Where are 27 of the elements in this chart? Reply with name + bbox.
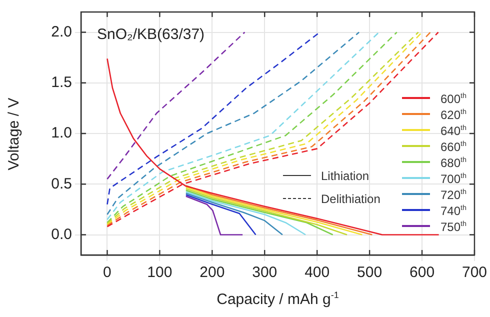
legend-label: 640$^{th}$ — [440, 122, 466, 138]
x-tick-label: 700 — [462, 264, 487, 282]
y-tick-label: 2.0 — [51, 23, 72, 40]
legend-label: 620$^{th}$ — [440, 106, 466, 122]
y-tick-label: 1.0 — [51, 124, 72, 142]
x-tick-label: 100 — [147, 264, 172, 282]
legend-label: 740$^{th}$ — [440, 202, 466, 218]
legend-label: 720$^{th}$ — [440, 186, 466, 202]
y-tick-label: 0.0 — [51, 226, 72, 243]
legend-label: 660$^{th}$ — [440, 138, 466, 154]
x-tick-label: 400 — [304, 264, 330, 282]
y-tick-label: 1.5 — [51, 74, 72, 92]
legend-label: 750$^{th}$ — [440, 218, 466, 234]
y-tick-label: 0.5 — [51, 175, 72, 192]
legend-label: 600$^{th}$ — [440, 90, 466, 106]
x-tick-label: 300 — [252, 264, 278, 282]
x-tick-label: 500 — [357, 264, 382, 282]
x-tick-label: 0 — [103, 264, 112, 282]
x-tick-label: 600 — [410, 264, 435, 282]
annotation: Delithiation — [321, 192, 380, 206]
x-tick-label: 200 — [200, 264, 225, 282]
legend-label: 700$^{th}$ — [440, 170, 466, 186]
y-axis-title: Voltage / V — [6, 97, 22, 170]
text: SnO₂/KB(63/37) — [97, 26, 205, 43]
annotation: Lithiation — [321, 168, 370, 182]
legend-label: 680$^{th}$ — [440, 154, 466, 170]
x-axis-title: Capacity / mAh g$^{-1}$ — [216, 290, 339, 308]
